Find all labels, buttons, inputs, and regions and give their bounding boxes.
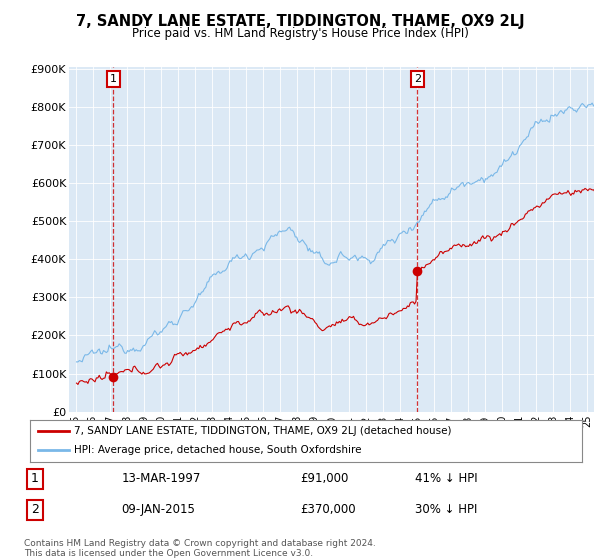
Text: 1: 1 [110,74,117,84]
Text: HPI: Average price, detached house, South Oxfordshire: HPI: Average price, detached house, Sout… [74,445,362,455]
Text: Price paid vs. HM Land Registry's House Price Index (HPI): Price paid vs. HM Land Registry's House … [131,27,469,40]
Text: 09-JAN-2015: 09-JAN-2015 [121,503,196,516]
Text: 41% ↓ HPI: 41% ↓ HPI [415,473,478,486]
Text: 13-MAR-1997: 13-MAR-1997 [121,473,201,486]
Text: 2: 2 [413,74,421,84]
Text: This data is licensed under the Open Government Licence v3.0.: This data is licensed under the Open Gov… [24,549,313,558]
Text: £91,000: £91,000 [300,473,349,486]
Text: 30% ↓ HPI: 30% ↓ HPI [415,503,478,516]
Text: 7, SANDY LANE ESTATE, TIDDINGTON, THAME, OX9 2LJ (detached house): 7, SANDY LANE ESTATE, TIDDINGTON, THAME,… [74,426,452,436]
Text: Contains HM Land Registry data © Crown copyright and database right 2024.: Contains HM Land Registry data © Crown c… [24,539,376,548]
Text: 1: 1 [31,473,39,486]
Text: 2: 2 [31,503,39,516]
Text: £370,000: £370,000 [300,503,356,516]
Text: 7, SANDY LANE ESTATE, TIDDINGTON, THAME, OX9 2LJ: 7, SANDY LANE ESTATE, TIDDINGTON, THAME,… [76,14,524,29]
